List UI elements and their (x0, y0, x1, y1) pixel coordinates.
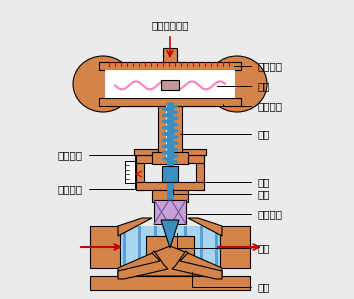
Text: 弹簧: 弹簧 (180, 129, 269, 139)
Bar (184, 226, 187, 276)
Bar (215, 226, 218, 276)
Text: 膜室上腔: 膜室上腔 (234, 61, 282, 71)
Text: 行程指针: 行程指针 (58, 150, 135, 162)
Bar (166, 106, 174, 161)
Bar (134, 149, 206, 155)
Bar (90, 226, 120, 268)
Polygon shape (118, 218, 152, 236)
Bar (169, 226, 172, 276)
Bar (146, 236, 194, 276)
Bar (163, 48, 177, 62)
Text: 膜片: 膜片 (217, 81, 269, 91)
Bar (99, 62, 241, 70)
Ellipse shape (207, 56, 267, 112)
Bar (120, 226, 220, 276)
Text: 阀芯: 阀芯 (177, 233, 269, 253)
Text: 密封填料: 密封填料 (186, 209, 282, 219)
Text: 阀杆: 阀杆 (173, 189, 269, 199)
Bar (196, 155, 204, 190)
Bar (136, 155, 144, 190)
Bar (138, 226, 141, 276)
Polygon shape (161, 220, 179, 248)
Bar (105, 70, 235, 98)
Bar (99, 62, 241, 70)
Bar (220, 226, 250, 268)
Bar (161, 80, 179, 90)
Bar (99, 98, 241, 106)
Text: 压力信号入口: 压力信号入口 (151, 20, 189, 30)
Text: 阀座: 阀座 (192, 272, 269, 292)
Bar (99, 98, 241, 106)
Bar (90, 276, 250, 290)
Bar (125, 161, 135, 183)
Bar (154, 226, 157, 276)
Bar (154, 200, 186, 224)
Bar (162, 166, 178, 182)
Polygon shape (118, 246, 222, 276)
Bar (152, 152, 188, 164)
Bar (136, 155, 204, 163)
Polygon shape (172, 251, 222, 279)
Polygon shape (188, 218, 222, 236)
Text: 推杆: 推杆 (178, 174, 269, 187)
Bar (136, 182, 204, 190)
Text: 膜室下腔: 膜室下腔 (223, 101, 282, 111)
Bar (152, 190, 188, 202)
Ellipse shape (73, 56, 133, 112)
Text: 行程刻度: 行程刻度 (58, 182, 135, 194)
Bar (123, 226, 126, 276)
Bar (158, 106, 182, 161)
Polygon shape (118, 251, 168, 279)
Bar (200, 226, 203, 276)
